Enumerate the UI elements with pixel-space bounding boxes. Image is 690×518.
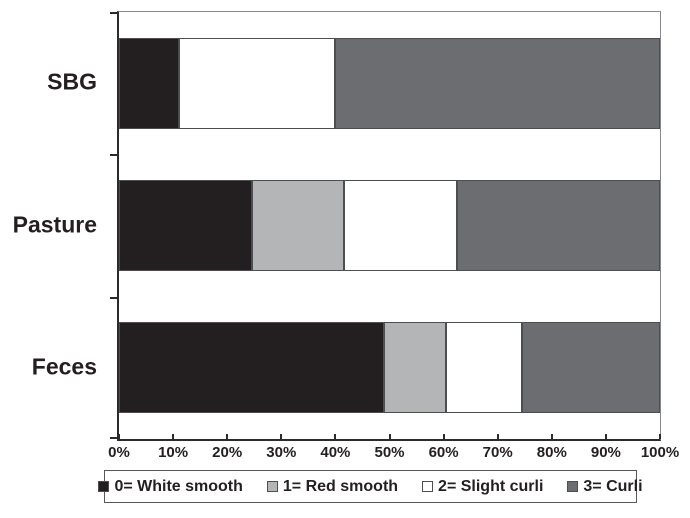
- x-axis-tick: [280, 434, 283, 439]
- x-axis-tick: [226, 434, 229, 439]
- x-tick-label: 20%: [212, 444, 243, 461]
- category-label: Pasture: [12, 211, 97, 237]
- y-axis-labels: SBG Pasture Feces: [0, 0, 97, 438]
- legend-item: 0= White smooth: [98, 477, 243, 496]
- x-tick-label: 50%: [374, 444, 405, 461]
- bar-segment-series-0: [119, 37, 179, 129]
- y-axis-tick: [110, 12, 118, 14]
- bar-row: [119, 322, 660, 414]
- legend-marker-black-icon: [98, 481, 110, 492]
- x-axis-tick-labels: 0% 10% 20% 30% 40% 50% 60% 70% 80% 90% 100%: [0, 444, 690, 466]
- x-axis-tick: [118, 434, 120, 439]
- legend-marker-dark_gray-icon: [567, 481, 579, 492]
- bar-segment-series-2: [178, 37, 336, 129]
- x-tick-label: 100%: [640, 444, 680, 461]
- x-axis-tick: [496, 434, 499, 439]
- x-tick-label: 70%: [482, 444, 513, 461]
- bar-segment-series-1: [251, 180, 344, 271]
- bar-segment-series-2: [446, 322, 523, 414]
- x-tick-label: 80%: [536, 444, 567, 461]
- legend-label: 3= Curli: [583, 477, 643, 495]
- bar-segment-series-3: [335, 37, 660, 129]
- x-tick-label: 60%: [428, 444, 459, 461]
- legend-item: 1= Red smooth: [266, 477, 399, 496]
- plot-area: [110, 11, 661, 441]
- legend-marker-light_gray-icon: [266, 481, 278, 492]
- y-axis-tick: [110, 296, 118, 299]
- y-axis-tick: [110, 154, 118, 157]
- legend-item: 2= Slight curli: [422, 478, 543, 496]
- x-tick-label: 10%: [158, 444, 189, 461]
- legend-label: 0= White smooth: [114, 477, 243, 495]
- x-axis-tick: [172, 434, 175, 439]
- x-axis-tick: [604, 434, 607, 439]
- bar-segment-series-2: [343, 180, 458, 271]
- bar-segment-series-0: [119, 180, 252, 271]
- bar-row: [119, 180, 660, 271]
- legend: 0= White smooth 1= Red smooth 2= Slight cu…: [98, 470, 643, 503]
- x-tick-label: 0%: [108, 444, 130, 461]
- x-axis-tick: [550, 434, 553, 439]
- legend-label: 1= Red smooth: [282, 477, 399, 495]
- y-axis-tick: [110, 437, 118, 439]
- bar-segment-series-3: [522, 322, 660, 414]
- x-axis-tick: [442, 434, 445, 439]
- bar-segment-series-0: [119, 322, 385, 414]
- x-axis-tick: [334, 434, 337, 439]
- category-label: SBG: [47, 68, 97, 95]
- x-tick-label: 90%: [590, 444, 621, 461]
- x-tick-label: 40%: [320, 444, 351, 461]
- bar-row: [119, 37, 660, 129]
- bar-segment-series-1: [384, 322, 447, 414]
- legend-label: 2= Slight curli: [438, 477, 544, 495]
- legend-item: 3= Curli: [567, 477, 643, 496]
- x-tick-label: 30%: [266, 444, 297, 461]
- category-label: Feces: [31, 353, 97, 380]
- legend-marker-white-icon: [422, 481, 434, 492]
- x-axis-tick: [659, 434, 661, 439]
- bar-segment-series-3: [457, 180, 660, 271]
- x-axis-tick: [388, 434, 391, 439]
